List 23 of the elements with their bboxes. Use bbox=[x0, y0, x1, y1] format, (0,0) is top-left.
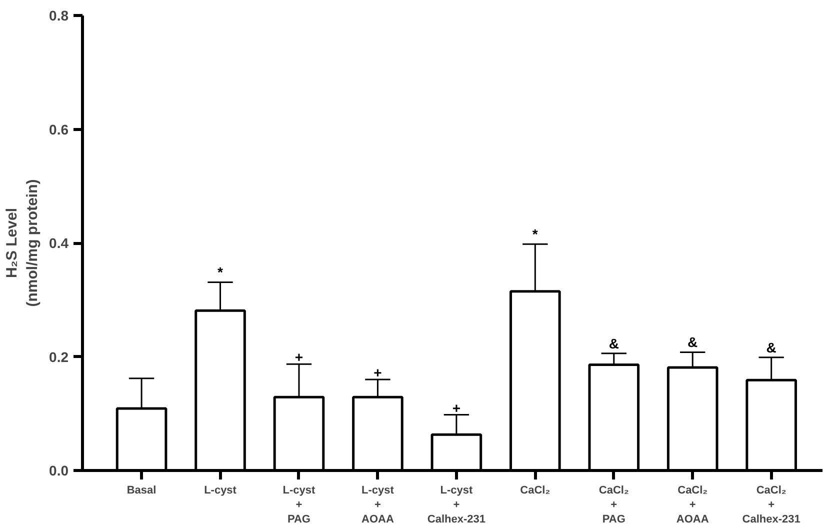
x-tick-label: CaCl₂ + AOAA bbox=[676, 484, 709, 526]
annotation: & bbox=[688, 334, 698, 350]
y-tick-label: 0.6 bbox=[49, 121, 69, 138]
annotation: * bbox=[532, 226, 538, 242]
annotation: + bbox=[294, 349, 304, 366]
x-tick-label: CaCl₂ + PAG bbox=[598, 484, 629, 526]
x-tick-label: Basal bbox=[126, 484, 156, 496]
x-tick-label: L-cyst + Calhex-231 bbox=[427, 484, 486, 526]
x-tick-label: L-cyst + AOAA bbox=[362, 484, 394, 526]
annotation: * bbox=[218, 264, 224, 280]
x-tick-label: CaCl₂ + Calhex-231 bbox=[742, 484, 800, 526]
y-tick-label: 0.2 bbox=[49, 348, 69, 365]
x-tick-label: L-cyst + PAG bbox=[282, 484, 316, 526]
x-tick-label: L-cyst bbox=[204, 484, 237, 496]
y-axis-title: H₂S Level (nmol/mg protein) bbox=[4, 179, 42, 307]
x-tick-label: CaCl₂ bbox=[520, 484, 550, 496]
y-tick-label: 0.0 bbox=[49, 462, 69, 478]
annotation: + bbox=[452, 400, 461, 416]
annotation: + bbox=[374, 364, 382, 380]
y-tick-label: 0.4 bbox=[49, 235, 69, 251]
annotation: & bbox=[766, 339, 776, 356]
annotation: & bbox=[608, 335, 619, 352]
y-tick-label: 0.8 bbox=[49, 8, 69, 24]
